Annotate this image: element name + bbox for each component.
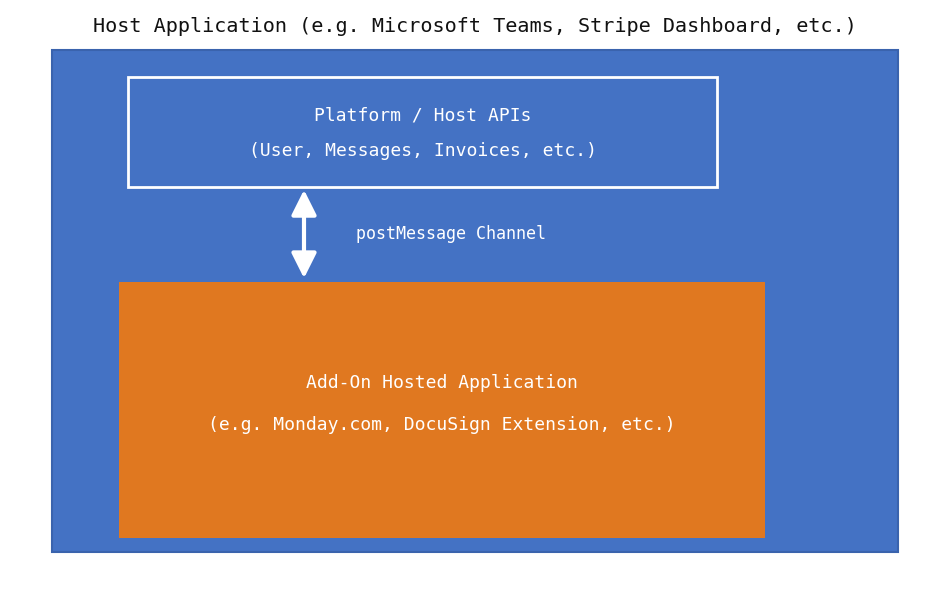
Bar bbox=[119, 282, 765, 538]
Text: Add-On Hosted Application: Add-On Hosted Application bbox=[306, 374, 578, 392]
Bar bbox=[128, 77, 717, 187]
Text: Platform / Host APIs: Platform / Host APIs bbox=[314, 106, 531, 125]
Text: Host Application (e.g. Microsoft Teams, Stripe Dashboard, etc.): Host Application (e.g. Microsoft Teams, … bbox=[93, 17, 857, 36]
Bar bbox=[52, 50, 898, 552]
Text: (e.g. Monday.com, DocuSign Extension, etc.): (e.g. Monday.com, DocuSign Extension, et… bbox=[208, 416, 675, 434]
Text: postMessage Channel: postMessage Channel bbox=[356, 225, 546, 243]
Text: (User, Messages, Invoices, etc.): (User, Messages, Invoices, etc.) bbox=[249, 142, 597, 160]
